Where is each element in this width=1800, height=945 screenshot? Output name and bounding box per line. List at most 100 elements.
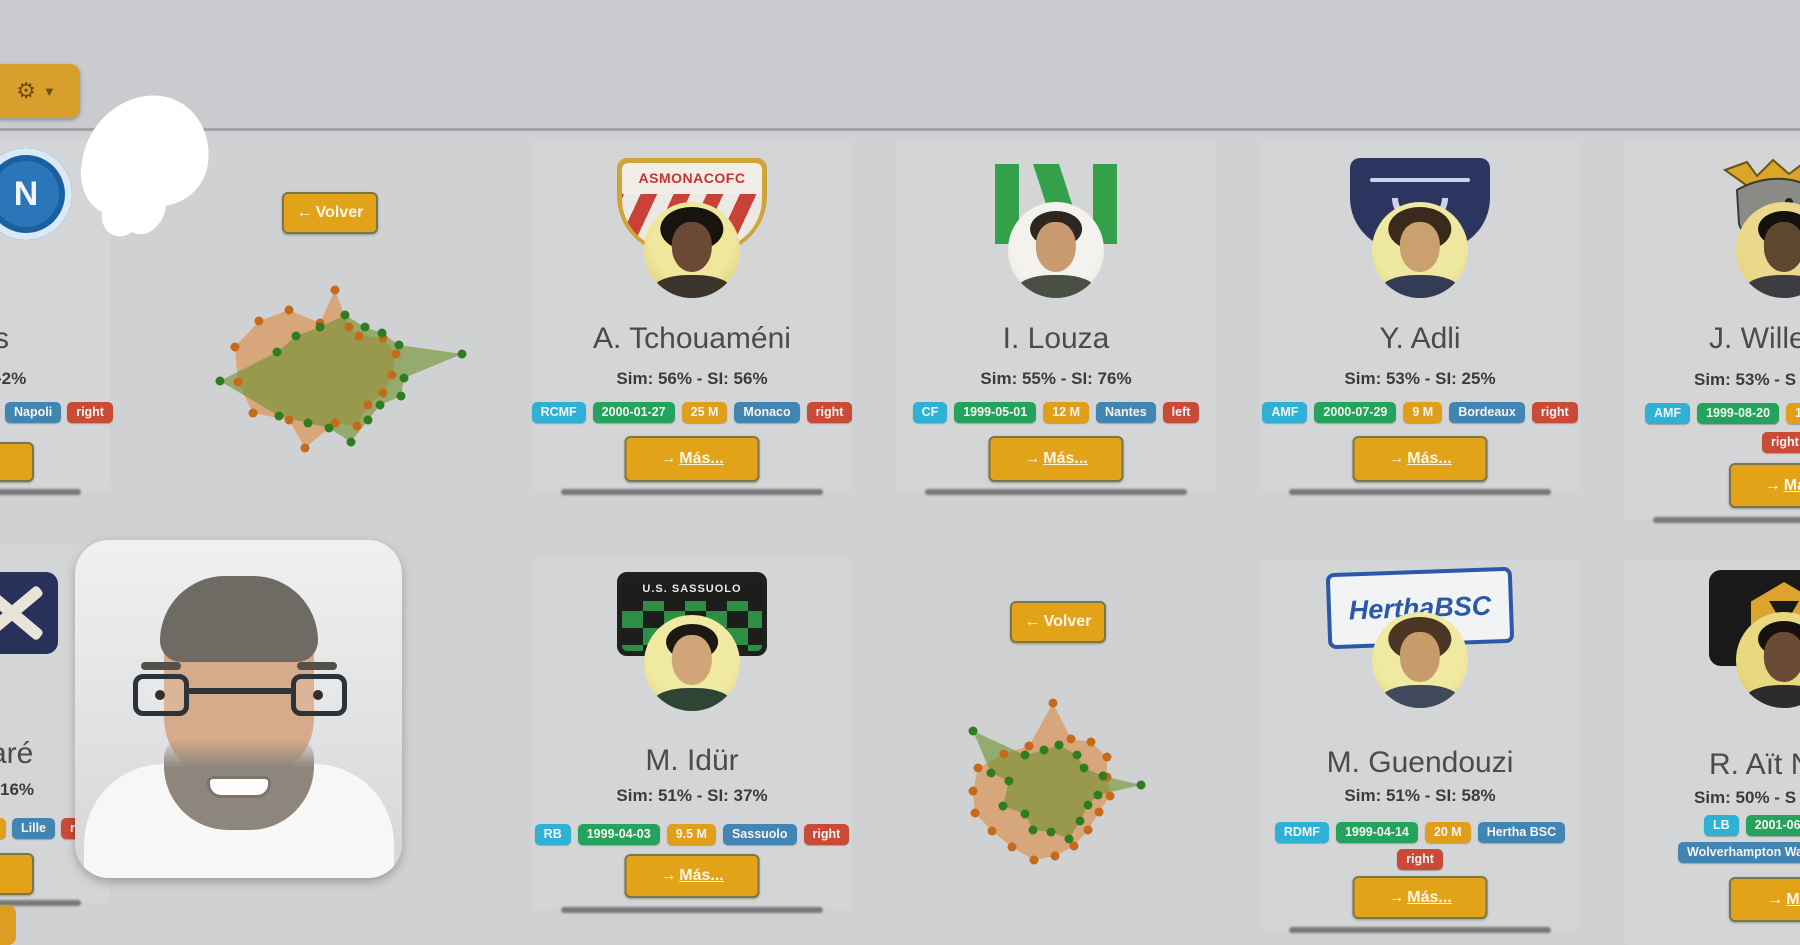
gear-icon: ⚙ (16, 78, 36, 103)
similarity-text: Sim: 53% - SI: 25% (1344, 369, 1496, 388)
partial-element-bottom-left (0, 905, 16, 945)
mas-button-partial[interactable] (0, 853, 34, 895)
similarity-text: Sim: 53% - S (1694, 370, 1797, 389)
player-name: I. Louza (1002, 322, 1110, 355)
value-badge: 20 M (1424, 822, 1471, 843)
user-settings-dropdown[interactable]: ⚙ ▼ (0, 64, 80, 118)
presenter-webcam-overlay (75, 540, 402, 878)
birthdate-badge: 2000-01-27 (592, 402, 675, 423)
position-badge: RCMF (531, 402, 586, 423)
player-card-partial-left-r1: N s -2% Napoli right (0, 140, 113, 492)
position-badge: LB (1704, 815, 1739, 836)
badge-row: LB 2001-06-0 (1704, 815, 1800, 836)
position-badge: RDMF (1274, 822, 1329, 843)
mas-button[interactable]: →Más... (1729, 877, 1800, 922)
badge-row: Napoli right (5, 402, 113, 423)
player-card-partial-right-r1: J. Wille Sim: 53% - S AMF 1999-08-20 16 … (1624, 140, 1800, 520)
badge-row: AMF 2000-07-29 9 M Bordeaux right (1260, 402, 1580, 423)
radar-chart-1 (215, 285, 467, 453)
badge-row: CF 1999-05-01 12 M Nantes left (896, 402, 1216, 423)
player-photo (644, 202, 740, 298)
player-name: A. Tchouaméni (593, 322, 791, 355)
arrow-left-icon: ← (1024, 613, 1041, 630)
mas-button[interactable]: →Más... (988, 436, 1124, 482)
volver-button[interactable]: ← Volver (282, 192, 378, 234)
player-card-louza: I. Louza Sim: 55% - SI: 76% CF 1999-05-0… (896, 140, 1216, 492)
arrow-right-icon: → (1024, 450, 1041, 467)
foot-badge: right (806, 402, 853, 423)
player-photo (1372, 202, 1468, 298)
value-badge: 16 M (1786, 403, 1800, 424)
mas-button[interactable]: →Más... (1352, 436, 1488, 482)
club-logo-text: ASMONACOFC (622, 163, 762, 194)
foot-badge: right (1531, 402, 1578, 423)
club-logo-napoli: N (0, 148, 72, 240)
value-badge: 12 M (1043, 402, 1089, 423)
radar-chart-2 (968, 698, 1146, 865)
arrow-right-icon: → (1767, 890, 1784, 908)
player-name: aré (0, 737, 34, 770)
birthdate-badge: 2000-07-29 (1314, 402, 1397, 423)
player-name: M. Guendouzi (1326, 746, 1514, 779)
player-photo (1372, 612, 1468, 708)
position-badge: AMF (1645, 403, 1691, 424)
club-badge: Wolverhampton Wa (1678, 842, 1800, 863)
arrow-right-icon: → (1764, 476, 1781, 494)
birthdate-badge: 1999-04-14 (1335, 822, 1418, 843)
player-card-tchouameni: ASMONACOFC A. Tchouaméni Sim: 56% - SI: … (531, 140, 853, 492)
caret-down-icon: ▼ (42, 83, 56, 99)
club-letter: N (13, 174, 39, 213)
player-photo (1008, 202, 1104, 298)
badge-row: RB 1999-04-03 9.5 M Sassuolo right (532, 824, 852, 845)
badge-row-2: right (1762, 432, 1800, 453)
value-badge: 9 M (1403, 402, 1443, 423)
foot-badge: left (1162, 402, 1200, 423)
mas-button[interactable]: →Más... (624, 854, 760, 898)
mas-button[interactable]: →Más... (624, 436, 760, 482)
similarity-text: Sim: 50% - S (1694, 788, 1797, 807)
player-name: J. Wille (1709, 322, 1800, 355)
club-logo-text: U.S. SASSUOLO (622, 577, 762, 601)
header-strip (0, 0, 1800, 131)
player-card-guendouzi: HerthaBSC M. Guendouzi Sim: 51% - SI: 58… (1260, 560, 1580, 930)
arrow-right-icon: → (660, 450, 677, 467)
mas-button[interactable]: →Más... (1352, 876, 1488, 919)
player-photo (644, 615, 740, 711)
player-card-adli: Y. Adli Sim: 53% - SI: 25% AMF 2000-07-2… (1260, 140, 1580, 492)
club-badge: Monaco (734, 402, 800, 423)
club-badge: Hertha BSC (1477, 822, 1566, 843)
foot-badge: right (67, 402, 113, 423)
birthdate-badge: 2001-06-0 (1745, 815, 1800, 836)
similarity-text: Sim: 56% - SI: 56% (616, 369, 768, 388)
birthdate-badge: 1999-05-01 (954, 402, 1037, 423)
foot-badge: right (1397, 849, 1443, 870)
position-badge: CF (912, 402, 948, 423)
similarity-text: -2% (0, 369, 27, 388)
player-photo (1736, 612, 1800, 708)
club-logo-lille (0, 572, 58, 654)
badge-row: RCMF 2000-01-27 25 M Monaco right (531, 402, 853, 423)
mas-button-partial[interactable] (0, 442, 34, 482)
player-name: M. Idür (645, 744, 739, 777)
badge-row-2: Wolverhampton Wa (1678, 842, 1800, 863)
club-badge: Napoli (5, 402, 62, 423)
foot-badge: right (1762, 432, 1800, 453)
value-badge: 9.5 M (666, 824, 716, 845)
volver-button[interactable]: ← Volver (1010, 601, 1106, 643)
player-card-idur: U.S. SASSUOLO M. Idür Sim: 51% - SI: 37%… (532, 558, 852, 910)
badge-row: RDMF 1999-04-14 20 M Hertha BSC (1260, 822, 1580, 843)
club-badge: Nantes (1095, 402, 1156, 423)
mas-button[interactable]: →Más... (1729, 463, 1800, 508)
player-name: s (0, 322, 9, 355)
similarity-text: Sim: 51% - SI: 58% (1344, 786, 1496, 805)
birthdate-badge: 1999-08-20 (1697, 403, 1780, 424)
badge-row: AMF 1999-08-20 16 M (1645, 403, 1800, 424)
similarity-text: Sim: 51% - SI: 37% (616, 786, 768, 805)
similarity-text: Sim: 55% - SI: 76% (980, 369, 1132, 388)
badge-row-2: right (1260, 849, 1580, 870)
club-badge: Sassuolo (722, 824, 797, 845)
position-badge: AMF (1262, 402, 1308, 423)
player-name: R. Aït N (1709, 748, 1800, 781)
arrow-left-icon: ← (296, 204, 313, 221)
